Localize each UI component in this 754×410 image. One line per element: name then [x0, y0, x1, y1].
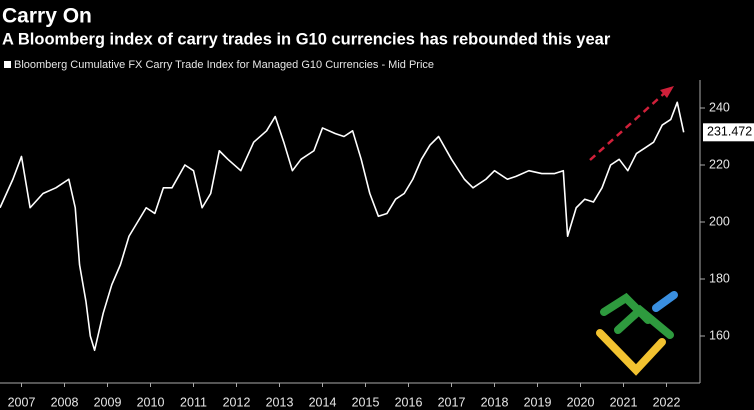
x-tick-label: 2020 [567, 395, 595, 409]
x-tick-label: 2018 [481, 395, 509, 409]
y-tick-label: 180 [709, 271, 730, 285]
x-tick-label: 2010 [137, 395, 165, 409]
trend-arrow [589, 89, 669, 161]
legend-swatch [4, 61, 11, 68]
x-tick-label: 2007 [8, 395, 36, 409]
y-tick-label: 220 [709, 157, 730, 171]
legend-label: Bloomberg Cumulative FX Carry Trade Inde… [14, 59, 434, 71]
last-value-box [703, 123, 754, 142]
x-tick-label: 2008 [51, 395, 79, 409]
x-tick-label: 2019 [524, 395, 552, 409]
x-tick-label: 2011 [180, 395, 207, 409]
plot: 160 180 200 220 240 2007 2008 2009 2010 2011 2012 2… [0, 100, 754, 409]
x-tick-label: 2022 [653, 395, 681, 409]
y-tick-label: 160 [709, 328, 730, 342]
y-tick-label: 240 [709, 100, 730, 114]
x-tick-label: 2015 [352, 395, 380, 409]
x-tick-label: 2016 [395, 395, 423, 409]
x-tick-label: 2021 [610, 395, 638, 409]
x-tick-label: 2014 [309, 395, 337, 409]
series-line [0, 101, 685, 352]
chart-title: Carry On [2, 5, 92, 28]
x-tick-label: 2013 [266, 395, 294, 409]
last-value-label: 231.472 [707, 125, 752, 139]
x-tick-label: 2009 [94, 395, 122, 409]
logo [596, 291, 678, 376]
x-tick-label: 2012 [223, 395, 251, 409]
y-tick-label: 200 [709, 214, 730, 228]
x-tick-label: 2017 [438, 395, 466, 409]
arrow-head [660, 86, 674, 98]
chart-subtitle: A Bloomberg index of carry trades in G10… [2, 30, 611, 48]
